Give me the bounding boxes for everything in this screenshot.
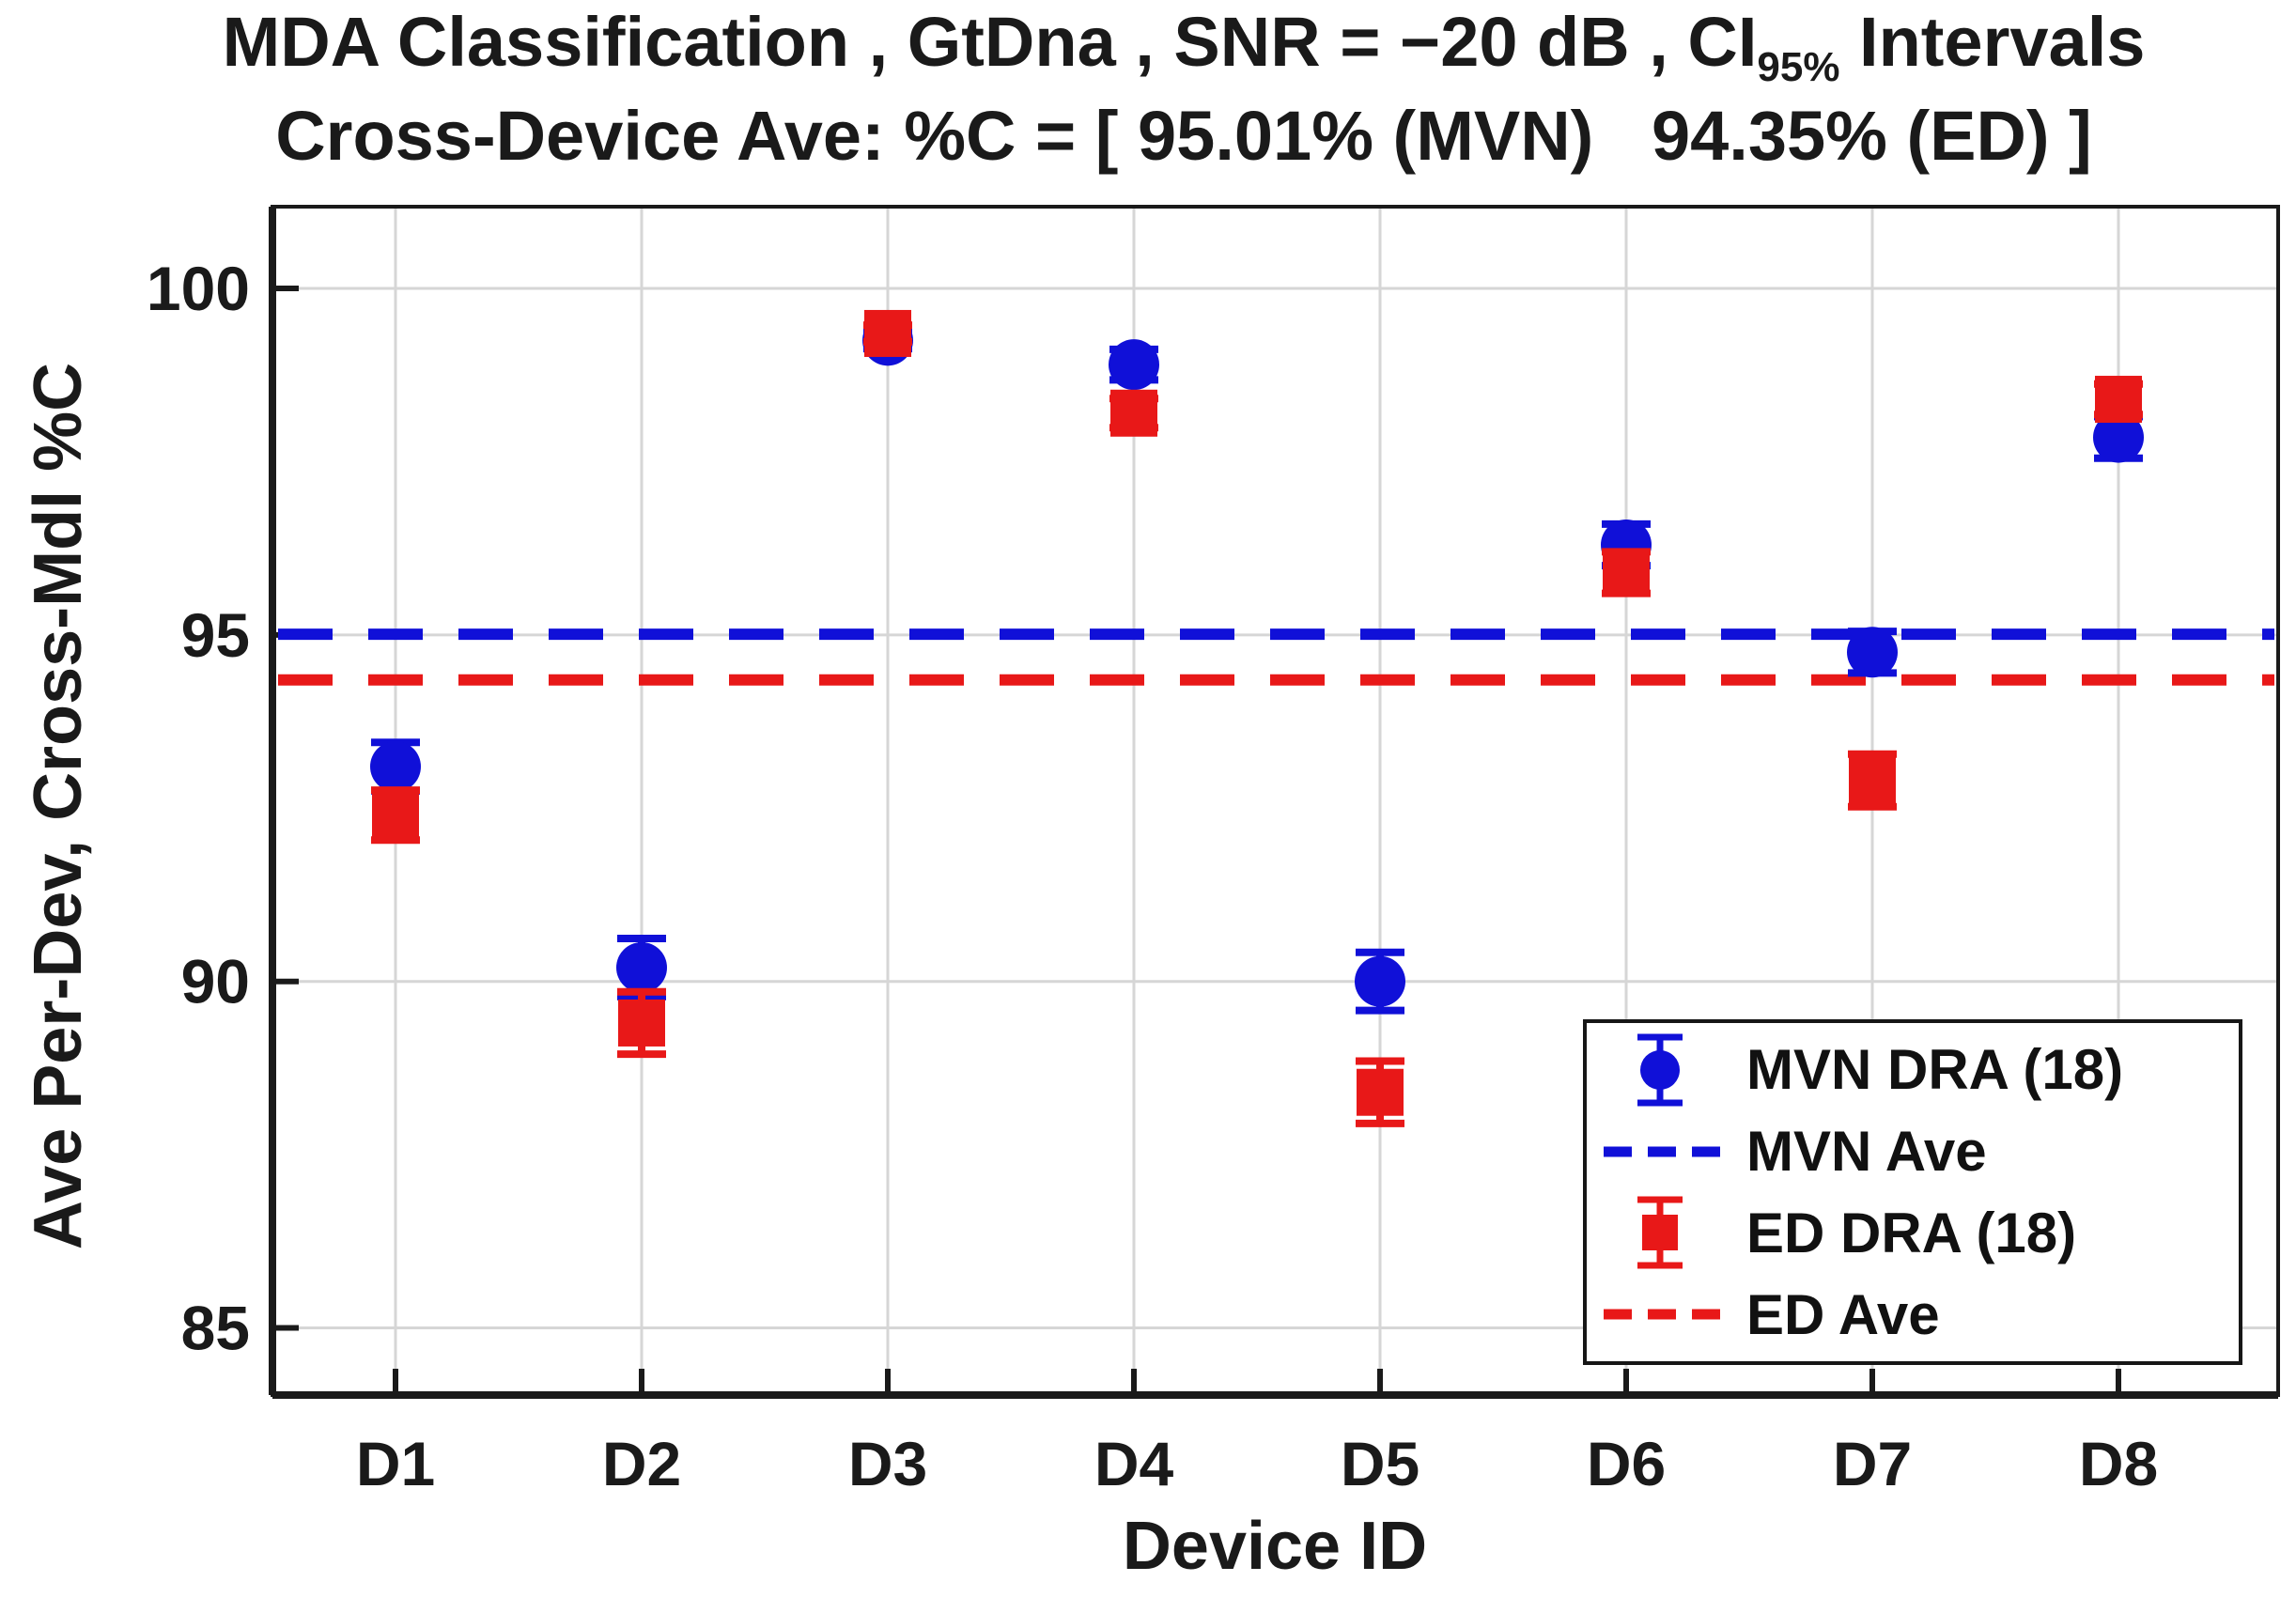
chart-title-subscript: 95%	[1757, 43, 1840, 90]
legend-symbol-ed-ave-dashed-line	[1604, 1309, 1720, 1320]
xtick-label-d5: D5	[1341, 1429, 1419, 1498]
data-point-ed-dra-18-d3	[864, 309, 911, 357]
ytick-label-90: 90	[181, 947, 250, 1016]
data-point-mvn-dra-18-d4	[1109, 339, 1159, 391]
legend-marker-circle	[1640, 1049, 1680, 1090]
data-point-ed-dra-18-d8	[2095, 376, 2142, 424]
data-point-mvn-dra-18-d5	[1355, 955, 1405, 1007]
ytick-label-100: 100	[147, 254, 250, 323]
legend-symbol-mvn-dra-errorbar-circle	[1637, 1033, 1683, 1107]
legend-row-mvn-ave: MVN Ave	[1600, 1111, 2239, 1192]
legend-symbol-ed-dra-errorbar-square	[1637, 1196, 1683, 1269]
legend-row-mvn-dra: MVN DRA (18)	[1600, 1030, 2239, 1110]
xtick-label-d6: D6	[1587, 1429, 1666, 1498]
data-point-ed-dra-18-d7	[1849, 756, 1896, 804]
legend-label-mvn-ave: MVN Ave	[1746, 1120, 1987, 1184]
data-point-mvn-dra-18-d8	[2093, 411, 2144, 463]
xtick-label-d7: D7	[1833, 1429, 1912, 1498]
xtick-label-d1: D1	[356, 1429, 435, 1498]
data-point-ed-dra-18-d1	[372, 791, 419, 839]
xtick-label-d4: D4	[1094, 1429, 1174, 1498]
data-point-mvn-dra-18-d1	[370, 741, 421, 793]
series-ed-dra-18	[371, 309, 2143, 1127]
x-axis-label: Device ID	[1122, 1509, 1428, 1584]
legend-label-ed-dra: ED DRA (18)	[1746, 1201, 2077, 1264]
chart-title-suffix: Intervals	[1839, 3, 2146, 81]
series-mvn-dra-18	[370, 315, 2144, 1015]
data-point-ed-dra-18-d2	[618, 999, 665, 1047]
ytick-label-85: 85	[181, 1294, 250, 1363]
ytick-label-95: 95	[181, 600, 250, 670]
legend-symbol-mvn-ave-dashed-line	[1604, 1146, 1720, 1157]
chart-subtitle: Cross-Device Ave: %C = [ 95.01% (MVN) 94…	[275, 97, 2092, 176]
legend: MVN DRA (18) MVN Ave ED DRA (18) ED Ave	[1583, 1019, 2242, 1365]
xtick-label-d8: D8	[2079, 1429, 2158, 1498]
legend-row-ed-dra: ED DRA (18)	[1600, 1192, 2239, 1273]
chart-title: MDA Classification , GtDna , SNR = −20 d…	[132, 4, 2236, 90]
xtick-label-d2: D2	[602, 1429, 681, 1498]
legend-marker-square	[1642, 1215, 1678, 1251]
legend-label-mvn-dra: MVN DRA (18)	[1746, 1038, 2124, 1102]
data-point-ed-dra-18-d6	[1603, 549, 1650, 597]
title-block: MDA Classification , GtDna , SNR = −20 d…	[132, 4, 2236, 175]
data-point-mvn-dra-18-d7	[1847, 627, 1898, 678]
xtick-label-d3: D3	[848, 1429, 927, 1498]
legend-row-ed-ave: ED Ave	[1600, 1274, 2239, 1355]
chart-title-prefix: MDA Classification , GtDna , SNR = −20 d…	[222, 3, 1758, 81]
data-point-ed-dra-18-d5	[1357, 1068, 1404, 1116]
legend-label-ed-ave: ED Ave	[1746, 1282, 1940, 1346]
data-point-ed-dra-18-d4	[1110, 389, 1157, 437]
data-point-mvn-dra-18-d2	[616, 941, 667, 993]
